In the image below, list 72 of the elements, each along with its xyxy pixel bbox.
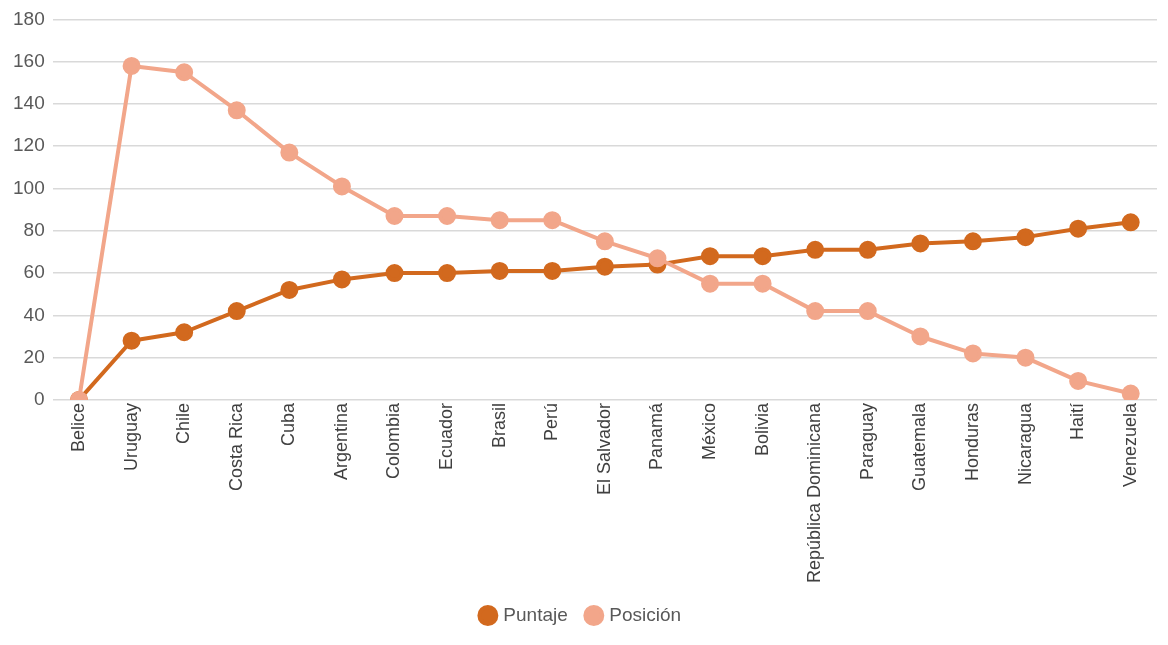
point [1016,228,1035,247]
legend-label: Posición [609,603,682,625]
x-tick-label: Colombia [383,401,404,479]
point [753,247,772,266]
point [911,327,930,346]
y-tick-label: 100 [13,176,45,198]
point [543,261,562,280]
x-tick-label: Ecuador [436,402,457,470]
point [806,240,825,259]
point [858,302,877,321]
x-tick-label: Perú [541,402,562,441]
point [1121,213,1140,232]
legend-label: Puntaje [503,603,568,625]
point [490,211,509,230]
point [332,177,351,196]
x-tick-label: Belice [67,402,88,452]
x-tick-label: Panamá [646,401,667,470]
point [438,264,457,283]
point [332,270,351,289]
y-tick-label: 60 [23,261,45,283]
y-tick-label: 20 [23,345,45,367]
x-tick-label: Paraguay [856,402,877,480]
x-tick-label: Haití [1067,402,1088,440]
point [1069,219,1088,238]
point [701,247,720,266]
x-tick-label: Guatemala [909,401,930,491]
point [806,302,825,321]
point [648,249,667,268]
x-tick-label: Nicaragua [1014,401,1035,485]
point [1069,371,1088,390]
point [963,232,982,251]
x-tick-label: República Dominicana [804,401,825,584]
point [385,206,404,225]
point [227,302,246,321]
point [280,143,299,162]
point [175,63,194,82]
point [963,344,982,363]
x-tick-label: Costa Rica [225,401,246,491]
x-tick-label: México [698,402,719,460]
x-tick-label: Chile [173,402,194,444]
point [122,56,141,75]
point [227,101,246,120]
point [858,240,877,259]
x-tick-label: Argentina [330,401,351,480]
point [543,211,562,230]
point [122,331,141,350]
x-tick-label: Venezuela [1119,401,1140,487]
y-tick-label: 0 [34,388,45,410]
point [753,274,772,293]
x-tick-label: Honduras [961,402,982,481]
x-tick-label: Cuba [278,401,299,446]
y-tick-label: 80 [23,219,45,241]
x-tick-label: Brasil [488,402,509,448]
y-tick-label: 120 [13,134,45,156]
point [438,206,457,225]
x-tick-label: Uruguay [120,402,141,471]
x-tick-label: Bolivia [751,401,772,456]
point [595,257,614,276]
y-tick-label: 40 [23,303,45,325]
point [490,261,509,280]
point [280,280,299,299]
point [701,274,720,293]
point [1121,384,1140,400]
y-tick-label: 160 [13,49,45,71]
y-tick-label: 140 [13,92,45,114]
point [1016,348,1035,367]
point [175,323,194,342]
point [385,264,404,283]
point [911,234,930,253]
x-tick-label: El Salvador [593,402,614,495]
y-tick-label: 180 [13,7,45,29]
point [595,232,614,251]
